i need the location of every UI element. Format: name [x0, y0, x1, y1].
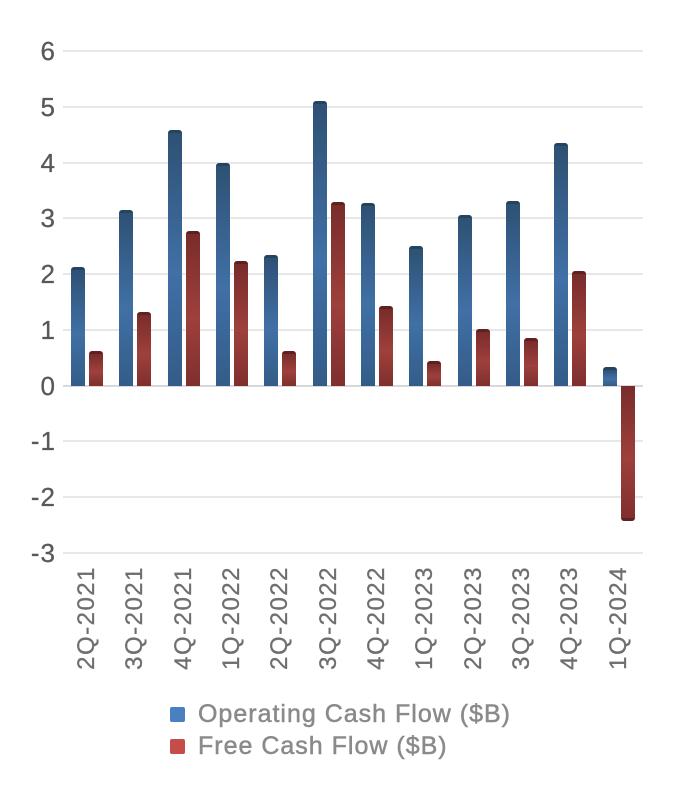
x-axis-category-label: 2Q-2022 [266, 566, 294, 670]
bar-operating-cash-flow [71, 267, 86, 386]
x-axis-tick: 4Q-2022 [353, 566, 401, 678]
x-axis-category-label: 4Q-2021 [169, 566, 197, 670]
y-axis-tick-label: -2 [30, 482, 56, 513]
bar-group-4q-2021 [160, 51, 208, 553]
x-axis-tick: 1Q-2022 [208, 566, 256, 678]
legend-items: Operating Cash Flow ($B) Free Cash Flow … [169, 698, 511, 762]
x-axis-tick: 1Q-2024 [595, 566, 643, 678]
bar-operating-cash-flow [554, 143, 569, 386]
gridline [63, 161, 643, 164]
bar-free-cash-flow [379, 306, 394, 386]
x-axis-tick: 4Q-2023 [546, 566, 594, 678]
bar-free-cash-flow [330, 201, 345, 386]
x-axis-tick: 2Q-2022 [256, 566, 304, 678]
x-axis-category-label: 2Q-2023 [459, 566, 487, 670]
bar-free-cash-flow [427, 361, 442, 386]
x-axis-category-label: 1Q-2024 [604, 566, 632, 670]
x-axis-category-label: 3Q-2023 [508, 566, 536, 670]
y-axis-tick-label: 3 [40, 203, 56, 234]
bar-group-2q-2022 [256, 51, 304, 553]
gridline [63, 440, 643, 443]
bar-operating-cash-flow [506, 201, 521, 386]
bar-operating-cash-flow [602, 367, 617, 386]
bar-operating-cash-flow [216, 162, 231, 386]
legend-label-free-cash-flow: Free Cash Flow ($B) [197, 731, 448, 760]
gridline [63, 384, 643, 387]
bar-group-2q-2021 [63, 51, 111, 553]
x-axis-category-label: 4Q-2022 [363, 566, 391, 670]
bar-columns [63, 51, 643, 553]
legend-swatch-red-icon [169, 738, 185, 754]
legend-item-free-cash-flow: Free Cash Flow ($B) [169, 730, 511, 762]
legend-label-operating-cash-flow: Operating Cash Flow ($B) [197, 699, 511, 728]
y-axis-tick-label: 4 [40, 147, 56, 178]
gridline [63, 496, 643, 499]
legend-item-operating-cash-flow: Operating Cash Flow ($B) [169, 698, 511, 730]
y-axis-tick-label: 1 [40, 314, 56, 345]
x-axis-tick: 2Q-2021 [63, 566, 111, 678]
x-axis-tick: 3Q-2021 [111, 566, 159, 678]
x-axis-category-label: 4Q-2023 [556, 566, 584, 670]
x-axis-category-label: 3Q-2021 [121, 566, 149, 670]
bar-group-1q-2024 [595, 51, 643, 553]
legend: Operating Cash Flow ($B) Free Cash Flow … [0, 698, 681, 762]
bar-operating-cash-flow [167, 130, 182, 386]
y-axis-tick-label: -3 [30, 538, 56, 568]
gridline [63, 105, 643, 108]
legend-swatch-blue-icon [169, 706, 185, 722]
bar-group-4q-2022 [353, 51, 401, 553]
bar-operating-cash-flow [457, 215, 472, 386]
bar-free-cash-flow [185, 230, 200, 386]
y-axis-tick-label: 6 [40, 36, 56, 66]
bar-group-3q-2021 [111, 51, 159, 553]
y-axis: 6 5 4 3 2 1 0 -1 -2 -3 [0, 0, 58, 802]
y-axis-tick-label: 0 [40, 370, 56, 401]
x-axis-tick: 4Q-2021 [160, 566, 208, 678]
y-axis-tick-label: 2 [40, 259, 56, 290]
gridline [63, 273, 643, 276]
bar-free-cash-flow [137, 311, 152, 386]
bar-operating-cash-flow [264, 254, 279, 386]
gridline [63, 328, 643, 331]
x-axis-category-label: 2Q-2021 [73, 566, 101, 670]
bar-operating-cash-flow [409, 245, 424, 386]
y-axis-tick-label: -1 [30, 426, 56, 457]
x-axis-tick: 2Q-2023 [450, 566, 498, 678]
plot-area [63, 50, 643, 554]
bar-operating-cash-flow [312, 101, 327, 386]
bar-free-cash-flow [89, 351, 104, 386]
x-axis-category-label: 1Q-2022 [218, 566, 246, 670]
bar-free-cash-flow [282, 351, 297, 386]
bar-group-1q-2022 [208, 51, 256, 553]
bar-group-3q-2022 [305, 51, 353, 553]
gridline [63, 552, 643, 554]
x-axis-category-label: 3Q-2022 [314, 566, 342, 670]
bar-free-cash-flow [572, 270, 587, 386]
x-axis: 2Q-2021 3Q-2021 4Q-2021 1Q-2022 2Q-2022 3Q-20… [63, 566, 643, 678]
x-axis-tick: 3Q-2022 [305, 566, 353, 678]
bar-operating-cash-flow [119, 209, 134, 386]
gridline [63, 50, 643, 52]
x-axis-tick: 3Q-2023 [498, 566, 546, 678]
x-axis-category-label: 1Q-2023 [411, 566, 439, 670]
gridline [63, 217, 643, 220]
x-axis-tick: 1Q-2023 [401, 566, 449, 678]
bar-free-cash-flow [234, 261, 249, 386]
bar-free-cash-flow [620, 385, 635, 522]
bar-group-4q-2023 [546, 51, 594, 553]
bar-group-2q-2023 [450, 51, 498, 553]
bar-operating-cash-flow [361, 202, 376, 386]
bar-free-cash-flow [475, 329, 490, 386]
bar-free-cash-flow [524, 338, 539, 386]
bar-group-3q-2023 [498, 51, 546, 553]
bar-group-1q-2023 [401, 51, 449, 553]
y-axis-tick-label: 5 [40, 91, 56, 122]
